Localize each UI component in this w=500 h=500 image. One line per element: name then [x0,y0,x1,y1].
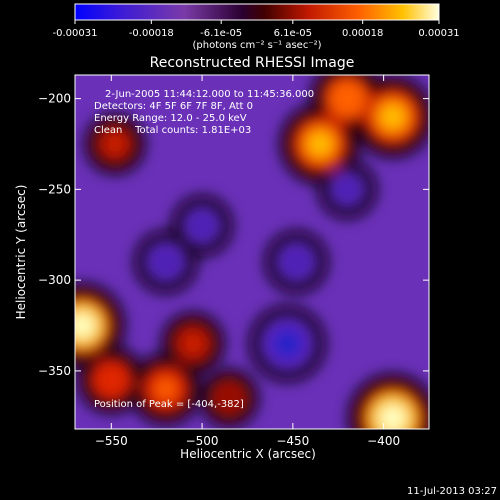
plot-frame [74,74,430,430]
heatmap-source-core-8 [221,390,238,406]
y-axis: −200 −250 −300 −350 [38,92,429,378]
peak-position-label: Position of Peak = [-404,-382] [94,399,244,410]
annotation-clean-counts: Clean Total counts: 1.81E+03 [94,125,251,136]
colorbar-unit-label: (photons cm⁻² s⁻¹ asec⁻²) [192,40,321,51]
heatmap-source-core-5 [155,378,177,400]
colorbar-tick-label: 0.00018 [342,28,383,39]
heatmap-dim-core-2 [191,215,213,236]
heatmap-source-core-7 [184,334,202,353]
x-tick-label: −500 [186,434,219,448]
colorbar-ticks: -0.00031 -0.00018 -6.1e-05 6.1e-05 0.00018 0.… [53,20,460,39]
annotation-energy-range: Energy Range: 12.0 - 25.0 keV [94,113,247,124]
y-tick-label: −250 [38,182,71,196]
y-axis-label: Heliocentric Y (arcsec) [14,185,28,320]
footer-date: 11-Jul-2013 03:27 [407,486,497,497]
colorbar-tick-label: -0.00018 [129,28,174,39]
heatmap-dim-core-4 [337,179,358,200]
heatmap-source-core-0 [378,404,407,429]
heatmap-source-core-4 [336,87,359,110]
y-tick-label: −300 [38,273,71,287]
colorbar-tick-label: 6.1e-05 [274,28,312,39]
x-axis-label: Heliocentric X (arcsec) [180,447,316,461]
colorbar-gradient [74,3,440,21]
y-tick-label: −350 [38,364,71,378]
x-tick-label: −400 [367,434,400,448]
heatmap-dim-core-0 [273,329,302,358]
heatmap-source-core-9 [106,135,124,153]
heatmap-source-core-1 [75,312,96,339]
x-axis: −550 −500 −450 −400 [95,75,400,448]
y-tick-label: −200 [38,92,71,106]
plot-title: Reconstructed RHESSI Image [150,55,355,71]
heatmap-dim-core-3 [154,251,177,273]
heatmap-source-core-3 [307,131,333,157]
heatmap-source-core-2 [380,104,406,130]
heatmap-intensity-blobs [75,75,428,429]
colorbar-tick-label: 0.00031 [418,28,459,39]
heatmap [75,75,429,429]
annotation-time-range: 2-Jun-2005 11:44:12.000 to 11:45:36.000 [105,89,314,100]
colorbar-tick-label: -6.1e-05 [200,28,242,39]
heatmap-dim-core-1 [285,251,308,273]
x-tick-label: −550 [95,434,128,448]
observation-info: 2-Jun-2005 11:44:12.000 to 11:45:36.000 … [94,89,314,136]
colorbar-tick-label: -0.00031 [53,28,98,39]
annotation-detectors: Detectors: 4F 5F 6F 7F 8F, Att 0 [94,101,253,112]
heatmap-source-core-6 [101,370,121,390]
x-tick-label: −450 [276,434,309,448]
colorbar: -0.00031 -0.00018 -6.1e-05 6.1e-05 0.00018 0.… [53,3,460,51]
